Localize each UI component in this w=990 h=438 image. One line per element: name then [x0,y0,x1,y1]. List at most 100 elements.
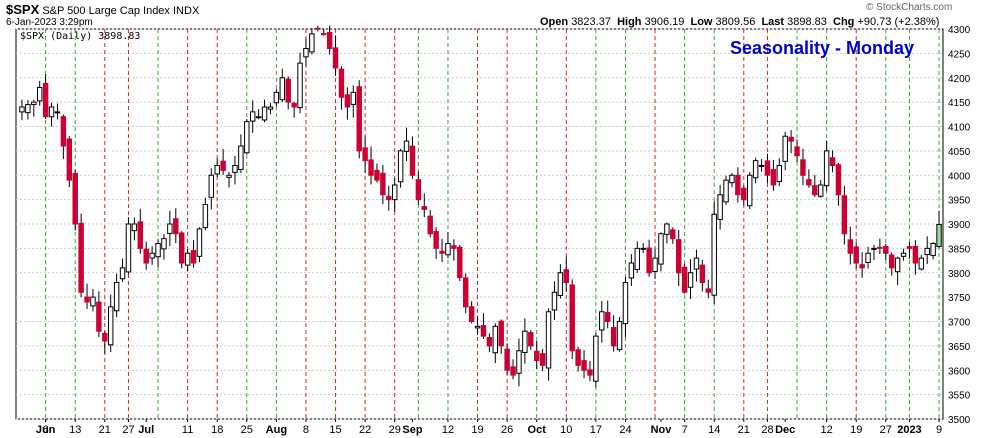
candle-body [545,311,552,369]
x-tick-label: 15 [329,424,341,436]
x-tick-label: 12 [442,424,454,436]
candle-body [829,157,836,166]
x-tick-label: 24 [619,424,631,436]
candle-body [729,174,735,184]
candle-body [19,106,25,113]
chg-label: Chg [833,16,855,28]
y-tick-label: 3750 [948,293,971,304]
open-label: Open [540,16,569,28]
y-tick-label: 3500 [948,415,971,426]
candle-body [78,222,84,293]
candle-body [711,213,717,296]
candle-body [391,184,398,201]
y-tick-label: 3700 [948,318,971,329]
candle-body [912,245,919,264]
candle-body [906,246,913,249]
x-tick-label: 17 [590,424,602,436]
exchange: INDX [173,5,200,17]
x-tick-label: 6 [43,424,49,436]
candle-body [687,272,694,288]
x-tick-label: 13 [69,424,81,436]
candle-body [924,247,930,256]
chg-value: +90.73 (+2.38%) [857,16,940,28]
y-tick-label: 3900 [948,220,971,231]
candle-body [516,350,522,374]
candle-body [823,150,830,187]
x-tick-label: 9 [936,424,942,436]
x-tick-label: 25 [241,424,253,436]
candle-body [350,91,357,105]
x-tick-label: Nov [651,424,673,436]
candle-body [900,252,907,257]
candle-body [652,257,658,272]
x-tick-label: 7 [682,424,688,436]
x-tick-label: 19 [471,424,483,436]
candle-body [693,257,700,270]
candle-body [368,159,374,176]
candle-body [178,232,185,264]
candle-body [569,284,575,352]
candle-body [433,230,439,249]
last-value: 3898.83 [787,16,827,28]
legend-text: $SPX (Daily) 3898.83 [20,31,141,42]
y-tick-label: 3850 [948,244,971,255]
symbol: $SPX [6,2,40,17]
candle-body [681,266,688,293]
candle-body [155,243,161,258]
y-tick-label: 3800 [948,269,971,280]
candle-body [285,78,291,103]
x-tick-label: 14 [708,424,720,436]
candle-body [54,111,61,114]
candle-body [628,262,635,279]
candle-body [161,238,167,250]
candle-body [403,140,410,152]
x-tick-label: 27 [122,424,134,436]
candle-body [746,174,753,207]
candle-body [877,246,883,249]
candle-body [84,296,90,303]
candle-body [291,102,297,108]
candle-body [853,246,859,264]
candle-body [865,252,871,264]
y-tick-label: 3550 [948,391,971,402]
candle-body [599,311,605,331]
candle-body [788,136,794,142]
candle-body [131,223,138,232]
candle-body [42,82,49,118]
candle-body [415,179,422,201]
candle-body [326,31,333,49]
candle-body [918,257,925,270]
candle-body [173,218,179,235]
y-tick-label: 4250 [948,49,971,60]
y-tick-label: 3650 [948,342,971,353]
x-tick-label: 8 [303,424,309,436]
candle-body [421,206,428,210]
high-label: High [617,16,642,28]
candle-body [480,325,487,337]
x-tick-label: 28 [761,424,773,436]
candle-body [587,369,593,376]
candle-body [888,254,895,269]
datetime: 6-Jan-2023 3:29pm [6,17,93,28]
candle-body [107,306,114,346]
candle-body [66,138,73,181]
candle-body [717,194,723,220]
candle-body [255,116,262,119]
candle-body [528,332,534,347]
candle-body [859,264,865,269]
candle-body [102,332,108,342]
candle-body [332,47,339,69]
candle-body [723,179,729,203]
candle-body [356,86,362,152]
candle-body [208,174,215,198]
candle-body [119,267,126,280]
candle-body [60,116,67,147]
x-tick-label: 26 [501,424,513,436]
candle-body [510,366,516,376]
candle-body [752,160,759,179]
candle-body [397,150,404,183]
candle-body [249,111,256,122]
candle-body [758,165,765,167]
